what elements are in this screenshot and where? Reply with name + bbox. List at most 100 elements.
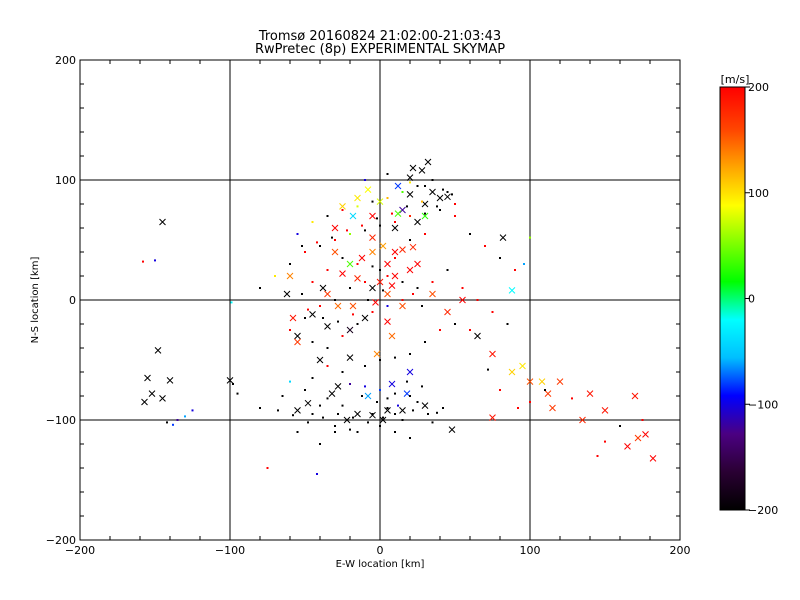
- x-marker-point: [319, 284, 327, 292]
- dot-marker-point: [461, 287, 464, 289]
- x-marker-point: [399, 407, 406, 414]
- dot-marker-point: [394, 413, 396, 415]
- x-marker-point: [421, 212, 429, 220]
- dot-marker-point: [356, 205, 359, 208]
- x-marker-point: [499, 234, 507, 241]
- dot-marker-point: [442, 407, 444, 409]
- dot-marker-point: [334, 299, 336, 301]
- x-marker-point: [556, 378, 564, 385]
- dot-marker-point: [544, 389, 546, 391]
- x-marker-point: [406, 174, 414, 181]
- x-marker-point: [289, 314, 297, 322]
- dot-marker-point: [289, 263, 291, 265]
- dot-marker-point: [311, 413, 314, 415]
- grid-lines: [80, 60, 680, 540]
- dot-marker-point: [289, 380, 291, 383]
- colorbar-ticks: 200 100 0 −100 −200: [745, 81, 778, 517]
- dot-marker-point: [311, 341, 314, 343]
- x-marker-point: [349, 212, 357, 220]
- dot-marker-point: [341, 371, 344, 373]
- dot-marker-point: [352, 416, 354, 419]
- dot-marker-point: [304, 251, 306, 253]
- x-marker-point: [508, 287, 516, 294]
- dot-marker-point: [266, 467, 269, 469]
- dot-marker-point: [394, 392, 396, 395]
- chart-title: Tromsø 20160824 21:02:00-21:03:43: [258, 29, 501, 44]
- dot-marker-point: [619, 425, 621, 427]
- x-marker-point: [148, 390, 156, 397]
- dot-marker-point: [529, 401, 531, 403]
- x-marker-point: [544, 390, 552, 397]
- x-marker-point: [373, 350, 381, 358]
- dot-marker-point: [154, 259, 156, 262]
- dot-marker-point: [334, 425, 336, 427]
- y-axis-label: N-S location [km]: [30, 257, 41, 344]
- x-marker-point: [358, 254, 366, 262]
- dot-marker-point: [292, 414, 294, 417]
- dot-marker-point: [454, 323, 456, 325]
- x-marker-point: [489, 414, 496, 421]
- dot-marker-point: [431, 281, 434, 283]
- x-marker-point: [444, 308, 451, 316]
- dot-marker-point: [301, 293, 303, 295]
- x-marker-point: [226, 377, 234, 384]
- dot-marker-point: [391, 212, 393, 215]
- x-marker-point: [649, 455, 657, 462]
- dot-marker-point: [446, 191, 449, 193]
- x-marker-point: [304, 399, 312, 407]
- dot-marker-point: [394, 257, 396, 259]
- x-marker-point: [631, 392, 639, 400]
- dot-marker-point: [416, 401, 419, 403]
- x-marker-point: [376, 198, 384, 205]
- x-marker-point: [328, 390, 336, 397]
- x-marker-point: [354, 194, 361, 202]
- x-marker-point: [624, 443, 631, 450]
- x-marker-point: [294, 407, 301, 414]
- x-marker-point: [634, 434, 642, 442]
- dot-marker-point: [436, 411, 438, 414]
- dot-marker-point: [379, 224, 381, 227]
- dot-marker-point: [356, 263, 359, 265]
- chart-subtitle: RwPretec (8p) EXPERIMENTAL SKYMAP: [255, 42, 505, 57]
- dot-marker-point: [296, 431, 299, 433]
- dot-marker-point: [416, 287, 419, 289]
- dot-marker-point: [316, 241, 318, 244]
- dot-marker-point: [349, 287, 351, 289]
- x-marker-point: [346, 260, 354, 268]
- dot-marker-point: [259, 407, 261, 409]
- x-tick-label-0: −200: [65, 544, 95, 557]
- dot-marker-point: [341, 404, 344, 407]
- dot-marker-point: [376, 401, 378, 403]
- dot-marker-point: [259, 287, 261, 289]
- dot-marker-point: [424, 185, 426, 187]
- dot-marker-point: [409, 215, 411, 217]
- dot-marker-point: [311, 281, 314, 283]
- x-marker-point: [369, 284, 376, 292]
- dot-marker-point: [454, 203, 456, 205]
- dot-marker-point: [401, 419, 404, 421]
- dot-marker-point: [514, 269, 516, 271]
- x-tick-label-2: 0: [377, 544, 384, 557]
- x-marker-point: [519, 362, 526, 370]
- x-marker-point: [159, 218, 166, 226]
- dot-marker-point: [491, 311, 494, 313]
- colorbar-tick-label-1: 100: [748, 187, 769, 200]
- x-marker-point: [459, 296, 466, 304]
- dot-marker-point: [499, 389, 501, 391]
- x-marker-point: [364, 392, 372, 400]
- dot-marker-point: [379, 389, 381, 391]
- dot-marker-point: [349, 428, 351, 431]
- dot-marker-point: [376, 217, 378, 220]
- x-marker-point: [399, 302, 406, 310]
- x-marker-point: [444, 193, 451, 201]
- x-marker-point: [324, 290, 331, 298]
- dot-marker-point: [421, 305, 423, 307]
- dot-marker-point: [304, 317, 306, 319]
- dot-marker-point: [232, 383, 234, 385]
- x-marker-point: [421, 402, 429, 409]
- x-marker-point: [334, 302, 342, 310]
- dot-marker-point: [424, 233, 426, 235]
- x-marker-point: [399, 246, 406, 253]
- dot-marker-point: [484, 245, 486, 247]
